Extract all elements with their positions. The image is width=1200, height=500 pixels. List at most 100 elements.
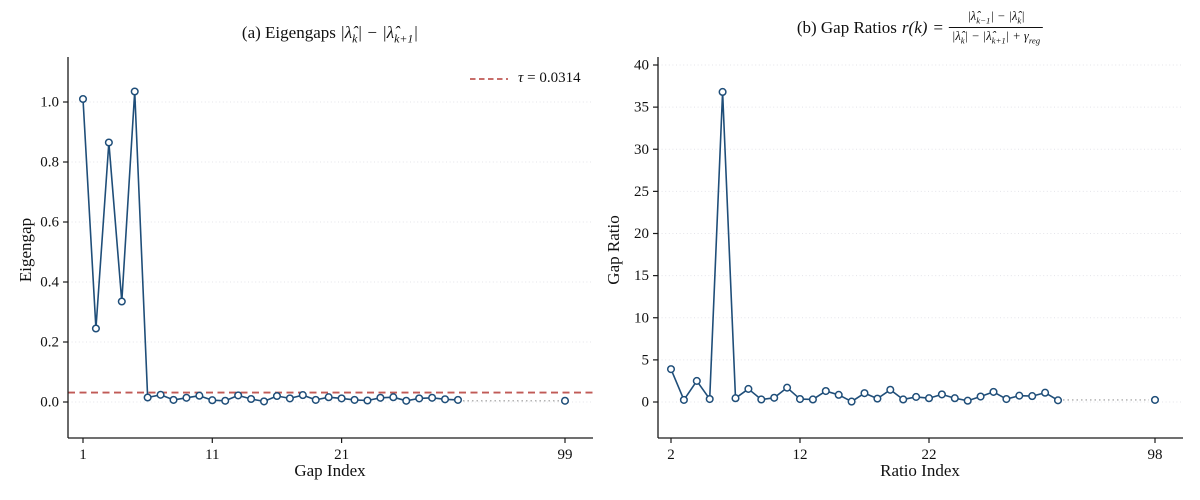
data-point-marker: [156, 390, 165, 399]
data-point-marker: [950, 394, 959, 403]
data-point-marker: [744, 384, 753, 393]
data-point-marker: [259, 397, 269, 406]
panel-b-title-equals: =: [932, 17, 944, 37]
data-point-marker: [783, 383, 792, 392]
data-point-marker: [1041, 388, 1050, 397]
y-tick-label: 0.8: [40, 155, 59, 171]
data-point-marker: [169, 395, 178, 404]
panel-a-title-text: (a) Eigengaps: [241, 23, 341, 42]
panel-b-ylabel: Gap Ratio: [604, 215, 623, 285]
axis-ticks: 0 5 10 15 20 25 30 35 40 2 12 22 98: [634, 58, 1163, 464]
panel-b-xlabel: Ratio Index: [880, 461, 960, 480]
data-point-marker: [770, 393, 779, 402]
data-point-marker: [1053, 396, 1063, 405]
data-point-marker: [247, 394, 256, 404]
y-tick-label: 20: [634, 226, 649, 242]
data-point-marker: [78, 94, 88, 104]
data-point-marker: [899, 395, 908, 404]
data-point-marker: [221, 396, 230, 405]
panel-b-title: (b) Gap Ratios r(k) = |λ̂k−1| − |λ̂k| |λ…: [797, 9, 1044, 47]
x-tick-label: 12: [793, 447, 808, 463]
data-point-marker: [91, 324, 100, 333]
x-tick-label: 99: [558, 447, 573, 463]
data-point-marker: [363, 396, 372, 405]
data-point-marker: [1015, 391, 1024, 400]
data-point-marker: [453, 395, 463, 404]
x-tick-label: 22: [922, 447, 937, 463]
data-point-marker: [428, 393, 437, 402]
axis-ticks: 0.00.20.40.60.81.01 11 21 99: [40, 95, 572, 464]
isolated-point-marker: [1150, 395, 1160, 404]
data-point-marker: [234, 391, 243, 400]
data-point-marker: [731, 394, 740, 403]
data-point-marker: [298, 391, 307, 400]
x-tick-label: 1: [79, 447, 87, 463]
fraction-denominator: |λ̂k| − |λ̂k+1| + γreg: [951, 29, 1041, 46]
data-point-marker: [886, 385, 895, 394]
data-point-marker: [1002, 395, 1011, 404]
data-point-marker: [143, 393, 152, 402]
data-point-marker: [821, 386, 830, 396]
data-point-marker: [679, 395, 688, 404]
x-tick-label: 2: [667, 447, 675, 463]
y-tick-label: 5: [642, 352, 650, 368]
y-tick-label: 40: [634, 58, 649, 74]
isolated-point-marker: [560, 396, 570, 405]
fraction-numerator: |λ̂k−1| − |λ̂k|: [948, 9, 1044, 29]
panel-a-title-math: |λ̂k| − |λ̂k+1|: [340, 23, 419, 46]
data-point-marker: [860, 389, 869, 398]
x-tick-label: 21: [334, 447, 349, 463]
data-point-marker: [117, 297, 126, 306]
data-point-marker: [389, 393, 398, 402]
data-point-marker: [912, 392, 921, 401]
y-tick-label: 30: [634, 142, 649, 158]
data-point-marker: [130, 87, 139, 96]
panel-b-title-math: r(k): [901, 17, 928, 37]
y-tick-label: 0.2: [40, 335, 59, 351]
data-point-marker: [337, 394, 346, 403]
data-point-marker: [324, 393, 333, 402]
data-point-marker: [963, 396, 972, 405]
data-point-marker: [873, 394, 882, 403]
gridlines: [68, 101, 593, 403]
data-point-marker: [705, 395, 714, 404]
data-point-marker: [976, 392, 985, 401]
data-point-marker: [104, 138, 113, 147]
data-point-marker: [666, 365, 676, 374]
y-tick-label: 1.0: [40, 95, 59, 111]
gridlines: [658, 64, 1183, 403]
data-point-marker: [834, 390, 843, 399]
data-point-marker: [402, 396, 411, 405]
threshold-dash-sample-icon: [470, 77, 508, 80]
data-point-markers: [666, 87, 1160, 406]
data-point-marker: [208, 396, 217, 405]
y-tick-label: 0.0: [40, 395, 59, 411]
panel-a-legend: τ = 0.0314: [469, 70, 581, 87]
data-point-marker: [350, 395, 359, 404]
data-point-marker: [795, 395, 805, 404]
data-point-marker: [376, 393, 385, 402]
y-tick-label: 0: [642, 395, 650, 411]
data-point-marker: [195, 391, 204, 400]
data-point-marker: [989, 387, 998, 396]
panel-a-ylabel: Eigengap: [16, 217, 35, 283]
y-tick-label: 25: [634, 184, 649, 200]
threshold-legend-label: τ = 0.0314: [518, 70, 581, 86]
y-tick-label: 15: [634, 268, 649, 284]
data-point-marker: [272, 391, 282, 401]
data-point-marker: [937, 390, 946, 399]
y-tick-label: 0.4: [40, 275, 59, 291]
panel-b-plot: 0 5 10 15 20 25 30 35 40 2 12 22 98: [634, 57, 1183, 463]
data-point-marker: [757, 395, 766, 404]
data-point-marker: [692, 376, 701, 385]
panel-a-plot: 0.00.20.40.60.81.01 11 21 99: [40, 57, 593, 463]
panel-a-title: (a) Eigengaps |λ̂k| − |λ̂k+1|: [242, 23, 418, 46]
data-point-marker: [1028, 392, 1037, 401]
data-point-marker: [285, 394, 294, 403]
data-point-marker: [924, 394, 934, 403]
x-tick-label: 98: [1148, 447, 1163, 463]
data-point-marker: [718, 87, 727, 97]
data-point-marker: [311, 395, 320, 404]
